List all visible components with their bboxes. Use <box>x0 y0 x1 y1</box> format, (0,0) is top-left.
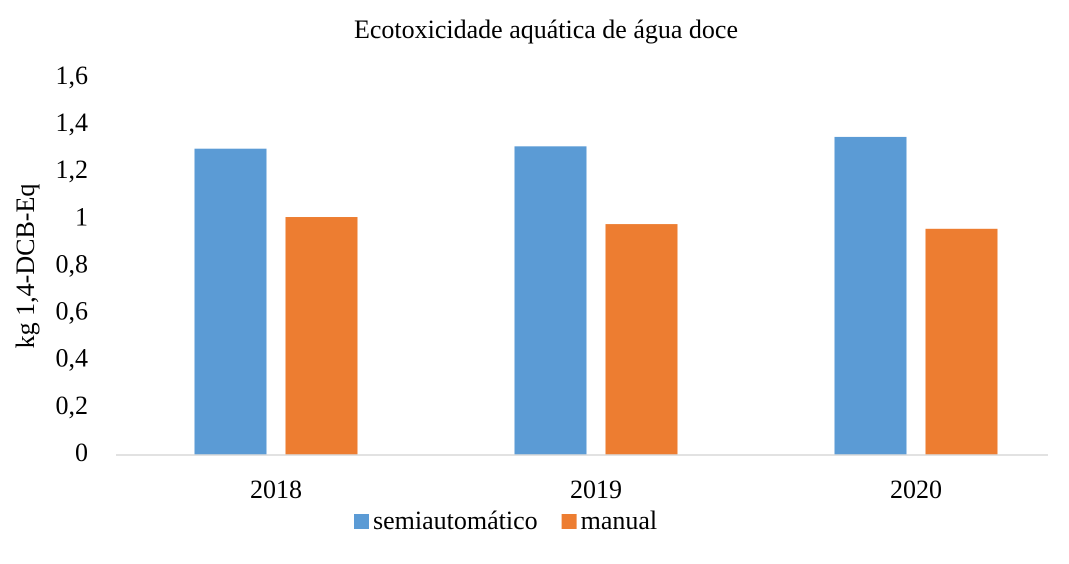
x-tick-label: 2019 <box>570 475 622 504</box>
bar <box>834 136 907 455</box>
x-tick-label: 2020 <box>890 475 942 504</box>
legend-swatch <box>561 514 577 529</box>
y-tick-label: 1,2 <box>56 155 89 184</box>
y-tick-label: 0 <box>75 438 88 467</box>
bar <box>605 224 678 455</box>
legend-swatch <box>354 514 369 529</box>
y-tick-label: 1,6 <box>56 61 89 90</box>
chart-title: Ecotoxicidade aquática de água doce <box>354 15 738 44</box>
legend-label: manual <box>581 506 658 535</box>
y-tick-label: 0,2 <box>56 391 89 420</box>
bar <box>194 148 267 455</box>
y-tick-label: 0,4 <box>56 344 89 373</box>
bar <box>285 217 358 455</box>
y-axis-label: kg 1,4-DCB-Eq <box>11 184 40 349</box>
y-tick-label: 1 <box>75 202 88 231</box>
bar <box>925 228 998 455</box>
x-tick-label: 2018 <box>250 475 302 504</box>
y-tick-label: 0,8 <box>56 249 89 278</box>
legend-label: semiautomático <box>373 506 538 535</box>
y-tick-label: 0,6 <box>56 297 89 326</box>
y-tick-label: 1,4 <box>56 108 89 137</box>
bar <box>514 146 587 456</box>
